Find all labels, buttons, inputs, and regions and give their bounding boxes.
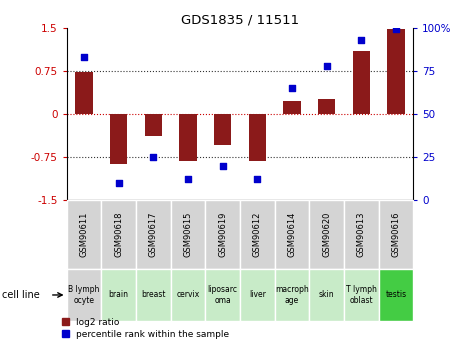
FancyBboxPatch shape (344, 200, 379, 269)
Bar (283, 101, 301, 114)
FancyBboxPatch shape (101, 200, 136, 269)
Text: GSM90616: GSM90616 (391, 212, 400, 257)
Text: GSM90614: GSM90614 (287, 212, 296, 257)
FancyBboxPatch shape (101, 269, 136, 321)
Point (254, 177, 261, 182)
Bar (318, 99, 335, 114)
Point (288, 85, 295, 91)
FancyBboxPatch shape (309, 269, 344, 321)
Text: brain: brain (108, 290, 129, 299)
Text: GSM90617: GSM90617 (149, 212, 158, 257)
Text: GSM90620: GSM90620 (322, 212, 331, 257)
Point (392, 27, 400, 32)
FancyBboxPatch shape (171, 200, 205, 269)
Point (115, 180, 123, 186)
Point (358, 37, 365, 42)
Title: GDS1835 / 11511: GDS1835 / 11511 (181, 13, 299, 27)
FancyBboxPatch shape (171, 269, 205, 321)
Text: GSM90613: GSM90613 (357, 212, 366, 257)
Text: GSM90619: GSM90619 (218, 212, 227, 257)
Text: GSM90618: GSM90618 (114, 212, 123, 257)
FancyBboxPatch shape (309, 200, 344, 269)
Bar (214, 114, 231, 146)
Point (323, 63, 331, 68)
Text: macroph
age: macroph age (275, 285, 309, 305)
Text: cell line: cell line (2, 290, 40, 300)
Text: breast: breast (141, 290, 165, 299)
FancyBboxPatch shape (379, 200, 413, 269)
Text: B lymph
ocyte: B lymph ocyte (68, 285, 100, 305)
Point (149, 154, 157, 160)
Point (80, 54, 88, 60)
FancyBboxPatch shape (205, 200, 240, 269)
FancyBboxPatch shape (136, 269, 171, 321)
FancyBboxPatch shape (66, 200, 101, 269)
Bar (387, 29, 405, 114)
FancyBboxPatch shape (275, 269, 309, 321)
Text: skin: skin (319, 290, 334, 299)
Text: GSM90615: GSM90615 (183, 212, 192, 257)
Point (184, 177, 192, 182)
Bar (144, 114, 162, 136)
Bar (110, 114, 127, 165)
FancyBboxPatch shape (240, 269, 275, 321)
FancyBboxPatch shape (379, 269, 413, 321)
Text: liver: liver (249, 290, 266, 299)
FancyBboxPatch shape (240, 200, 275, 269)
FancyBboxPatch shape (205, 269, 240, 321)
FancyBboxPatch shape (136, 200, 171, 269)
Bar (352, 51, 370, 114)
Bar (179, 114, 197, 161)
Text: testis: testis (385, 290, 407, 299)
Legend: log2 ratio, percentile rank within the sample: log2 ratio, percentile rank within the s… (62, 318, 229, 339)
Bar (75, 72, 93, 114)
Bar (248, 114, 266, 161)
Text: GSM90612: GSM90612 (253, 212, 262, 257)
FancyBboxPatch shape (344, 269, 379, 321)
Point (218, 163, 227, 168)
Text: liposarc
oma: liposarc oma (208, 285, 238, 305)
FancyBboxPatch shape (275, 200, 309, 269)
Text: cervix: cervix (176, 290, 200, 299)
Text: GSM90611: GSM90611 (79, 212, 88, 257)
FancyBboxPatch shape (66, 269, 101, 321)
Text: T lymph
oblast: T lymph oblast (346, 285, 377, 305)
